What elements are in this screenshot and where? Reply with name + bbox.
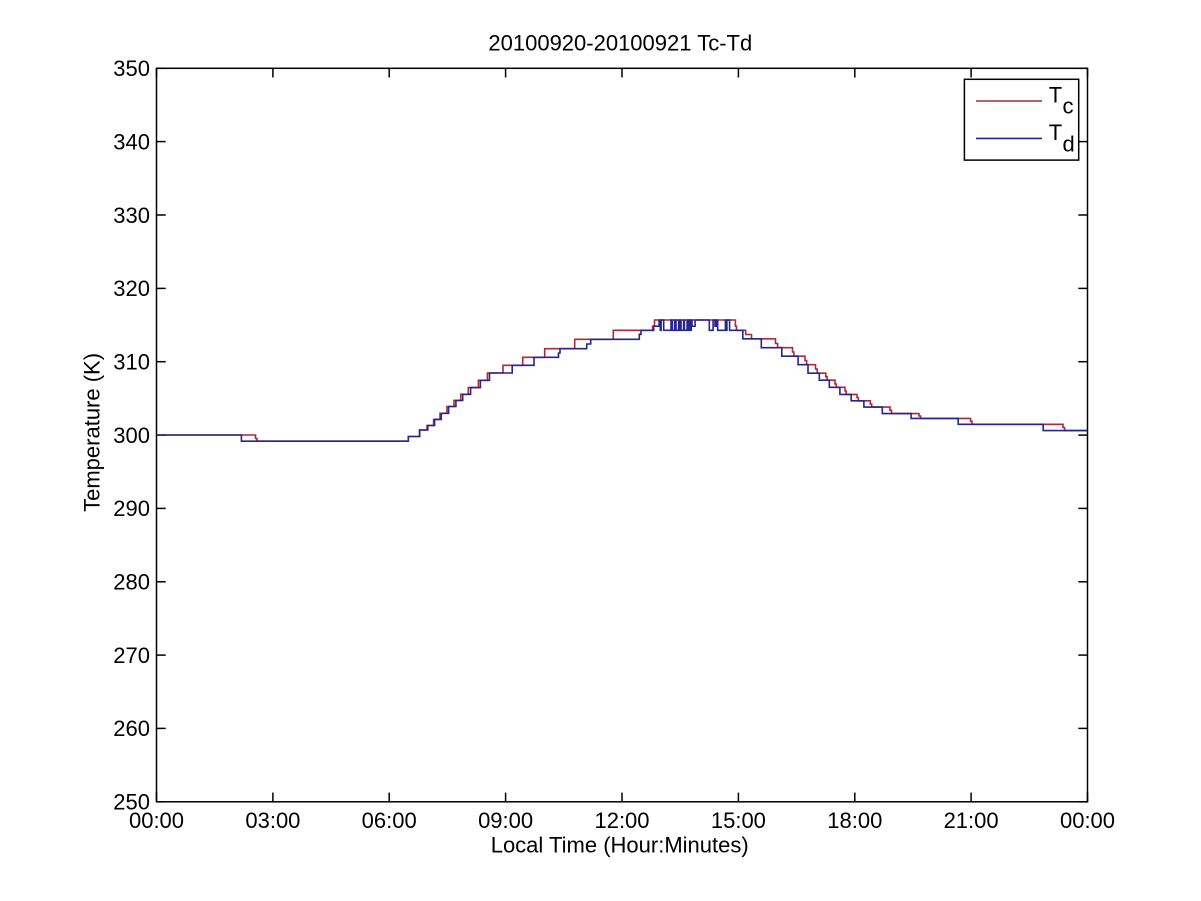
- svg-text:250: 250: [113, 790, 150, 815]
- svg-text:c: c: [1063, 94, 1074, 119]
- svg-text:15:00: 15:00: [711, 808, 766, 833]
- svg-text:280: 280: [113, 570, 150, 595]
- svg-text:340: 340: [113, 129, 150, 154]
- svg-text:00:00: 00:00: [129, 808, 184, 833]
- svg-text:T: T: [1049, 83, 1062, 108]
- svg-text:Temperature (K): Temperature (K): [80, 353, 105, 512]
- svg-text:T: T: [1049, 120, 1062, 145]
- svg-text:300: 300: [113, 423, 150, 448]
- svg-text:03:00: 03:00: [245, 808, 300, 833]
- svg-text:00:00: 00:00: [1060, 808, 1115, 833]
- svg-text:320: 320: [113, 276, 150, 301]
- svg-text:d: d: [1063, 131, 1075, 156]
- svg-text:330: 330: [113, 203, 150, 228]
- svg-text:12:00: 12:00: [594, 808, 649, 833]
- svg-text:09:00: 09:00: [478, 808, 533, 833]
- svg-text:260: 260: [113, 716, 150, 741]
- svg-text:350: 350: [113, 56, 150, 81]
- svg-text:20100920-20100921 Tc-Td: 20100920-20100921 Tc-Td: [488, 31, 752, 56]
- svg-text:06:00: 06:00: [362, 808, 417, 833]
- svg-text:290: 290: [113, 496, 150, 521]
- svg-text:21:00: 21:00: [944, 808, 999, 833]
- svg-text:18:00: 18:00: [827, 808, 882, 833]
- svg-text:310: 310: [113, 350, 150, 375]
- svg-text:270: 270: [113, 643, 150, 668]
- svg-text:Local Time (Hour:Minutes): Local Time (Hour:Minutes): [491, 833, 749, 858]
